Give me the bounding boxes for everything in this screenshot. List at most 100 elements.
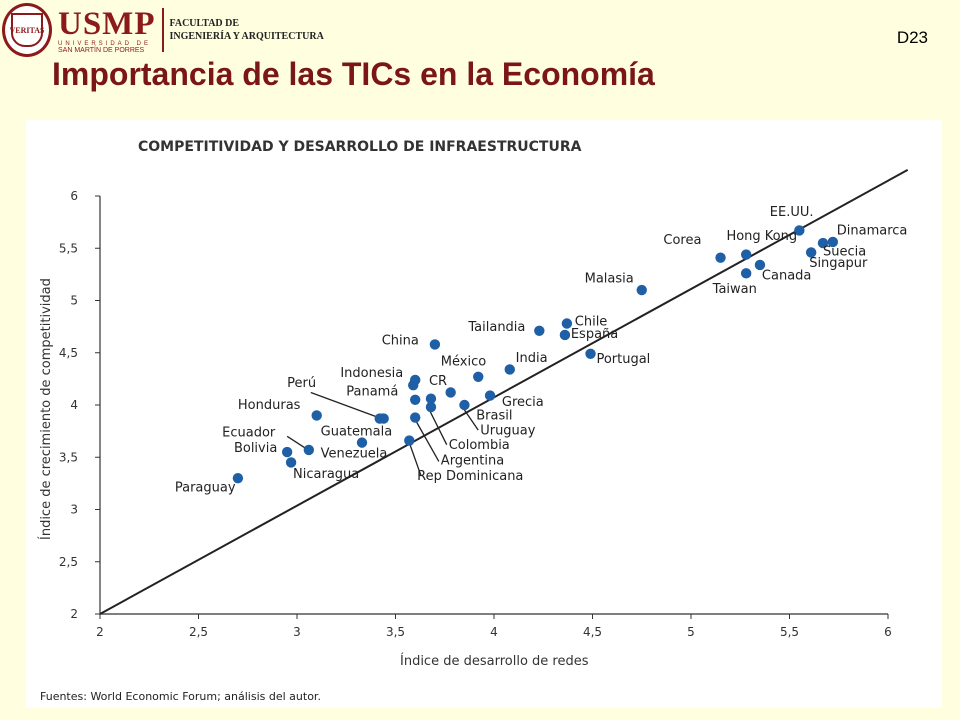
x-tick-label: 6 (884, 625, 892, 639)
data-point (285, 457, 297, 468)
slide-code: D23 (896, 28, 928, 47)
point-label: Ecuador (222, 425, 276, 440)
x-tick-label: 5 (687, 625, 695, 639)
point-label: Grecia (502, 395, 544, 410)
point-label: EE.UU. (770, 205, 814, 220)
x-tick-label: 2,5 (189, 625, 208, 639)
data-point (410, 374, 421, 386)
y-tick-label: 4,5 (59, 346, 78, 360)
data-point (356, 437, 368, 448)
data-point (473, 371, 484, 382)
point-label: Dinamarca (837, 224, 908, 239)
reference-line (99, 168, 909, 615)
data-point (794, 225, 805, 236)
leader-line (310, 391, 377, 418)
usmp-logo-word: USMP (58, 5, 156, 42)
point-label: Indonesia (340, 366, 403, 381)
data-point (585, 348, 596, 359)
seal-shield: VERITAS (10, 13, 45, 47)
data-point (459, 399, 470, 411)
data-point (559, 329, 571, 341)
data-point (740, 249, 752, 260)
data-point (425, 401, 437, 413)
scatter-chart: COMPETITIVIDAD Y DESARROLLO DE INFRAESTR… (38, 139, 909, 703)
point-label: Portugal (596, 352, 650, 367)
point-label: Argentina (441, 454, 504, 469)
chart-title: COMPETITIVIDAD Y DESARROLLO DE INFRAESTR… (138, 139, 582, 155)
leader-line (414, 419, 440, 462)
point-label: Malasia (585, 272, 634, 287)
data-point (561, 318, 573, 329)
y-tick-label: 3 (70, 503, 78, 517)
data-point (404, 435, 415, 446)
point-label: Panamá (346, 385, 398, 400)
y-tick-label: 4 (70, 398, 78, 412)
data-point (754, 259, 766, 271)
usmp-wordmark: USMP UNIVERSIDAD DE SAN MARTÍN DE PORRES (58, 7, 156, 54)
chart-panel: COMPETITIVIDAD Y DESARROLLO DE INFRAESTR… (26, 120, 942, 708)
point-label: Hong Kong (726, 229, 797, 244)
faculty-line1: FACULTAD DE (169, 18, 240, 29)
x-tick-label: 4,5 (583, 625, 602, 639)
x-axis-label: Índice de desarrollo de redes (400, 653, 589, 669)
data-point (232, 472, 244, 484)
point-label: China (382, 333, 419, 348)
usmp-logo-line2: SAN MARTÍN DE PORRES (58, 46, 145, 54)
point-label: México (441, 354, 486, 369)
point-label: Bolivia (234, 441, 277, 456)
point-label: Singapur (809, 256, 868, 271)
logo-divider (161, 8, 164, 52)
data-point (303, 444, 315, 456)
point-label: Canada (762, 269, 811, 284)
y-tick-label: 5 (70, 294, 78, 308)
point-label: Uruguay (480, 423, 536, 438)
point-label: Honduras (238, 398, 301, 413)
y-tick-label: 3,5 (59, 450, 78, 464)
data-point (410, 394, 421, 405)
x-tick-label: 4 (490, 625, 498, 639)
x-tick-label: 3,5 (386, 625, 405, 639)
reference-line-group (99, 168, 909, 615)
leader-line (286, 435, 306, 449)
data-point (534, 325, 545, 337)
point-label: España (571, 327, 618, 342)
point-label: CR (429, 374, 447, 389)
university-logo: VERITAS USMP UNIVERSIDAD DE SAN MARTÍN D… (2, 2, 324, 58)
data-point (740, 268, 752, 279)
university-seal: VERITAS (2, 3, 52, 57)
point-labels: Paraguay Bolivia Nicaragua Ecuador Honduras V… (175, 205, 908, 496)
y-tick-label: 6 (70, 189, 78, 203)
faculty-name: FACULTAD DE INGENIERÍA Y ARQUITECTURA (170, 17, 324, 43)
data-point (827, 236, 839, 248)
slide-title: Importancia de las TICs en la Economía (52, 56, 655, 92)
point-label: Suecia (823, 245, 866, 260)
point-label: Venezuela (321, 446, 388, 461)
point-label: Brasil (476, 409, 512, 424)
point-label: Colombia (449, 438, 510, 453)
point-label: Perú (287, 376, 316, 391)
data-point (484, 390, 496, 401)
data-point (636, 284, 647, 296)
leader-line (408, 442, 422, 477)
leader-line (428, 408, 448, 446)
data-point (410, 412, 421, 423)
point-label: Paraguay (175, 481, 236, 496)
x-tick-label: 2 (96, 625, 104, 639)
point-label: Tailandia (467, 320, 525, 335)
data-point (715, 252, 726, 263)
usmp-logo-line1: UNIVERSIDAD DE (58, 40, 152, 47)
y-tick-label: 2,5 (59, 555, 78, 569)
leader-lines (286, 391, 479, 477)
data-point (817, 237, 829, 249)
data-point (429, 339, 441, 350)
point-label: Guatemala (321, 424, 393, 439)
point-label: India (516, 351, 548, 366)
data-point (445, 387, 456, 398)
data-points (232, 225, 839, 484)
point-label: Corea (663, 233, 701, 248)
data-point (281, 446, 293, 458)
data-point (504, 364, 515, 375)
y-axis-label: Índice de crecimiento de competitividad (38, 278, 54, 540)
x-tick-label: 3 (293, 625, 301, 639)
point-label: Taiwan (712, 282, 757, 297)
